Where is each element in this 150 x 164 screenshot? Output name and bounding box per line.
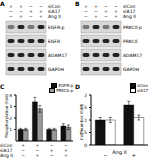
html-text:EGFR-p: EGFR-p	[58, 83, 73, 88]
svg-text:+: +	[19, 14, 23, 19]
svg-text:+: +	[39, 14, 43, 19]
svg-text:4: 4	[9, 93, 12, 98]
svg-text:2: 2	[9, 116, 12, 121]
svg-text:GAPDH: GAPDH	[48, 67, 64, 72]
svg-text:−: −	[84, 14, 88, 19]
svg-text:siCon: siCon	[123, 4, 136, 9]
svg-text:PRKCδ-p: PRKCδ-p	[123, 25, 142, 30]
svg-text:ADAM17: ADAM17	[123, 53, 142, 58]
svg-text:+: +	[94, 14, 98, 19]
svg-text:siA17: siA17	[123, 9, 136, 14]
svg-text:B: B	[75, 0, 80, 7]
svg-text:+: +	[132, 152, 136, 158]
svg-text:−: −	[104, 14, 108, 19]
html-text:C: C	[0, 83, 5, 90]
html-text:siCon: siCon	[0, 143, 13, 148]
html-text:siCon: siCon	[137, 83, 148, 88]
html-text:siA17: siA17	[137, 88, 148, 93]
svg-text:EGFR-p: EGFR-p	[48, 25, 64, 30]
html-text:siA17: siA17	[0, 148, 13, 153]
svg-text:Ang II: Ang II	[123, 14, 136, 19]
svg-text:EGFR: EGFR	[48, 39, 60, 44]
svg-text:Cell number (fold): Cell number (fold)	[79, 103, 84, 140]
svg-text:−: −	[9, 14, 13, 19]
svg-text:siCon: siCon	[48, 4, 61, 9]
svg-text:3: 3	[9, 104, 12, 109]
html-text:PRKCδ-p: PRKCδ-p	[56, 88, 73, 93]
svg-text:+: +	[114, 14, 118, 19]
svg-text:1: 1	[84, 118, 87, 123]
svg-text:−: −	[103, 152, 107, 158]
svg-text:siA17: siA17	[48, 9, 61, 14]
svg-text:2: 2	[84, 93, 87, 98]
svg-text:GAPDH: GAPDH	[123, 67, 139, 72]
svg-text:Ang II: Ang II	[48, 14, 61, 19]
svg-text:PRKCδ: PRKCδ	[123, 39, 138, 44]
svg-text:0: 0	[84, 143, 87, 148]
svg-text:Phosphorylation (fold): Phosphorylation (fold)	[8, 93, 9, 138]
svg-text:ADAM17: ADAM17	[48, 53, 67, 58]
html-text:Ang II: Ang II	[0, 153, 13, 158]
html-text:D: D	[75, 83, 80, 90]
svg-text:−: −	[29, 14, 33, 19]
svg-text:1: 1	[9, 127, 12, 132]
svg-text:Ang II: Ang II	[112, 149, 126, 156]
